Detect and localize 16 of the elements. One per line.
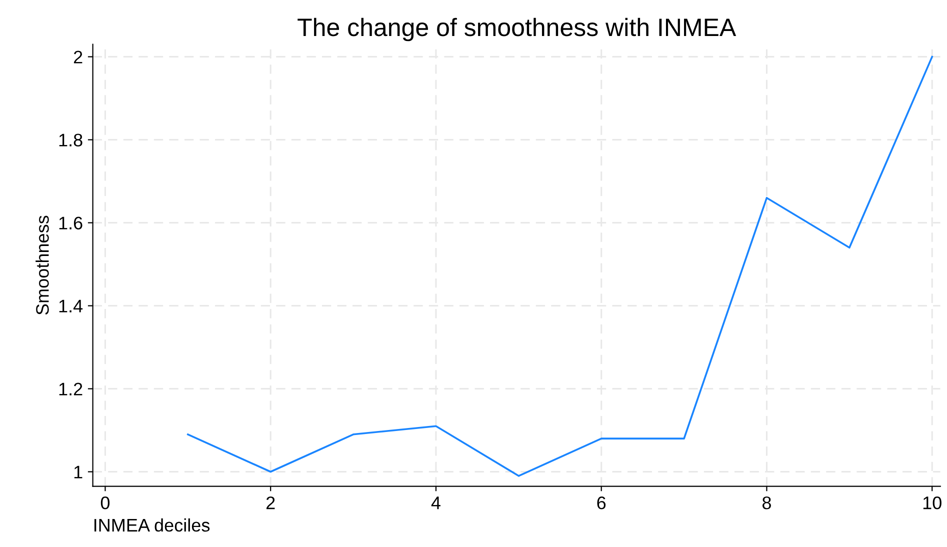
y-tick-label: 1	[74, 466, 82, 478]
x-tick-label: 10	[923, 496, 942, 510]
x-tick-label: 4	[431, 496, 440, 510]
y-tick-label: 2	[74, 50, 82, 64]
x-tick-label: 0	[100, 496, 110, 510]
y-tick-label: 1.2	[59, 382, 82, 396]
y-tick-label: 1.4	[59, 300, 83, 312]
x-tick-label: 2	[266, 496, 275, 510]
y-tick-label: 1.6	[59, 216, 82, 230]
x-axis-title: INMEA deciles	[94, 518, 210, 532]
x-tick-label: 8	[762, 496, 771, 510]
x-tick-label: 6	[597, 496, 606, 510]
line-series	[186, 56, 934, 477]
chart-title: The change of smoothness with INMEA	[298, 18, 736, 42]
y-axis-title: Smoothness	[36, 216, 49, 315]
y-tick-label: 1.8	[59, 134, 82, 146]
